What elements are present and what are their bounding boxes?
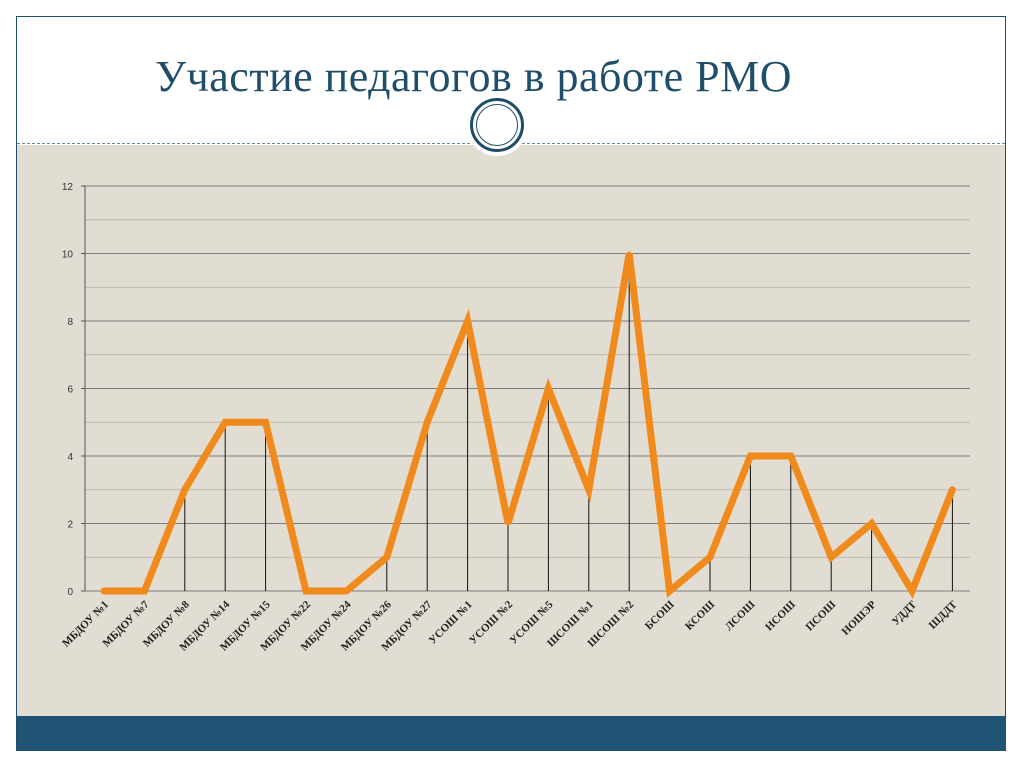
data-point [708,555,712,560]
data-point [627,251,632,256]
x-tick-label: ПСОШ [804,599,839,634]
data-point [304,589,308,593]
y-tick-label: 0 [67,587,73,598]
data-point [788,454,793,458]
x-tick-label: КСОШ [683,599,717,633]
data-point [384,555,389,560]
data-point [142,589,147,593]
data-point [182,487,187,492]
x-tick-label: УДДТ [890,598,920,628]
data-point [869,521,874,526]
data-point [829,555,834,560]
x-tick-label: БСОШ [643,599,677,633]
circle-ring-inner [476,104,518,146]
x-tick-label: ЛСОШ [723,599,757,633]
x-tick-label: НОШЭР [840,598,879,637]
data-point [223,420,228,425]
series-line [100,252,956,599]
x-tick-label: ШДДТ [927,598,960,631]
data-point [425,420,430,425]
y-tick-label: 2 [67,520,73,531]
data-point [102,589,106,593]
slide-title: Участие педагогов в работе РМО [155,52,792,101]
data-point [344,589,349,593]
y-tick-label: 6 [67,385,73,396]
y-tick-label: 12 [62,182,74,193]
data-point [465,319,470,323]
data-point [586,487,591,492]
x-tick-label: НСОШ [763,599,798,634]
data-point [667,589,672,593]
data-point [263,420,268,425]
data-point [910,589,914,593]
data-point [546,386,551,391]
y-tick-label: 10 [62,250,74,261]
chart-area [17,145,1005,716]
data-point [748,454,753,458]
data-point [506,521,510,526]
y-tick-label: 8 [67,317,73,328]
data-point [950,487,955,492]
footer-bar [17,716,1005,750]
y-tick-label: 4 [67,452,73,463]
